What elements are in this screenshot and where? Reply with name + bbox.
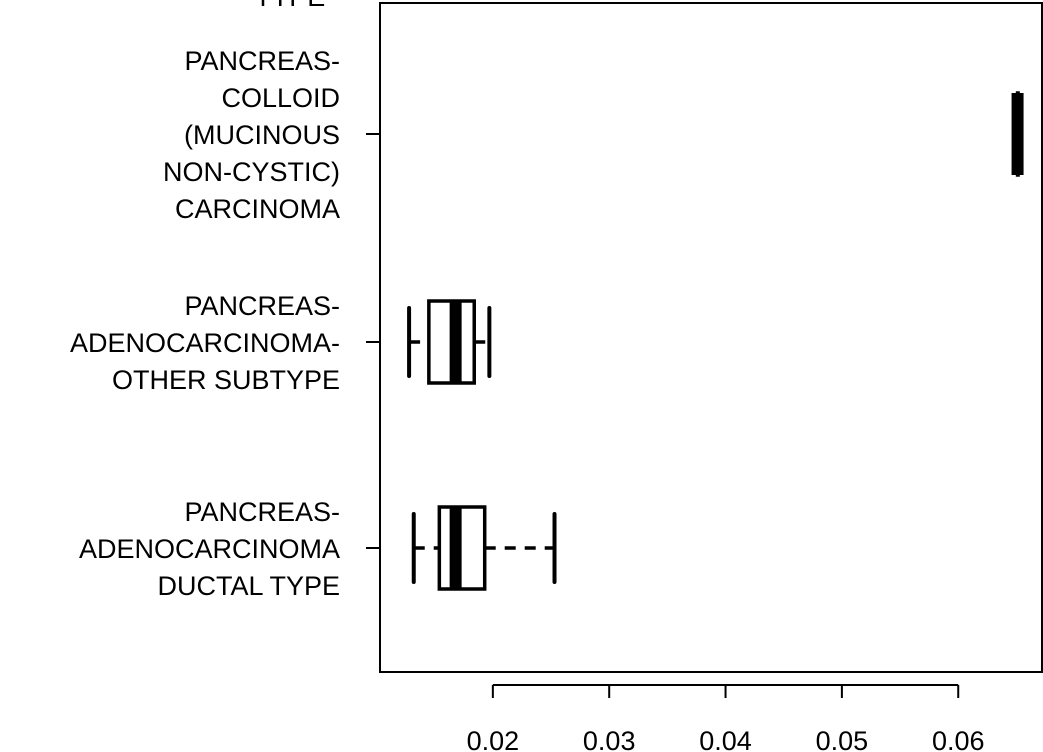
iqr-box	[437, 505, 487, 591]
box-group	[1011, 91, 1024, 177]
x-tick-label: 0.02	[467, 726, 520, 752]
box-group	[407, 299, 492, 385]
x-axis: 0.02 0.03 0.04 0.05 0.06	[467, 684, 985, 752]
y-axis: PANCREAS-COLLOID (MUCINOUS NON-CYSTIC) CARC…	[70, 46, 380, 601]
category-label: PANCREAS-COLLOID (MUCINOUS NON-CYSTIC) CARC…	[163, 46, 340, 224]
category-label: PANCREAS-ADENOCARCINOMA DUCTAL TYPE	[79, 497, 340, 601]
box-series	[407, 91, 1024, 591]
x-tick-label: 0.04	[699, 726, 752, 752]
x-tick-label: 0.05	[816, 726, 869, 752]
x-tick-label: 0.03	[583, 726, 636, 752]
plot-frame	[379, 2, 1043, 673]
box-group	[411, 505, 557, 591]
x-tick-label: 0.06	[932, 726, 985, 752]
chart-title: TYPE	[255, 0, 326, 12]
category-label: PANCREAS-ADENOCARCINOMA-OTHER SUBTYPE	[70, 291, 340, 395]
